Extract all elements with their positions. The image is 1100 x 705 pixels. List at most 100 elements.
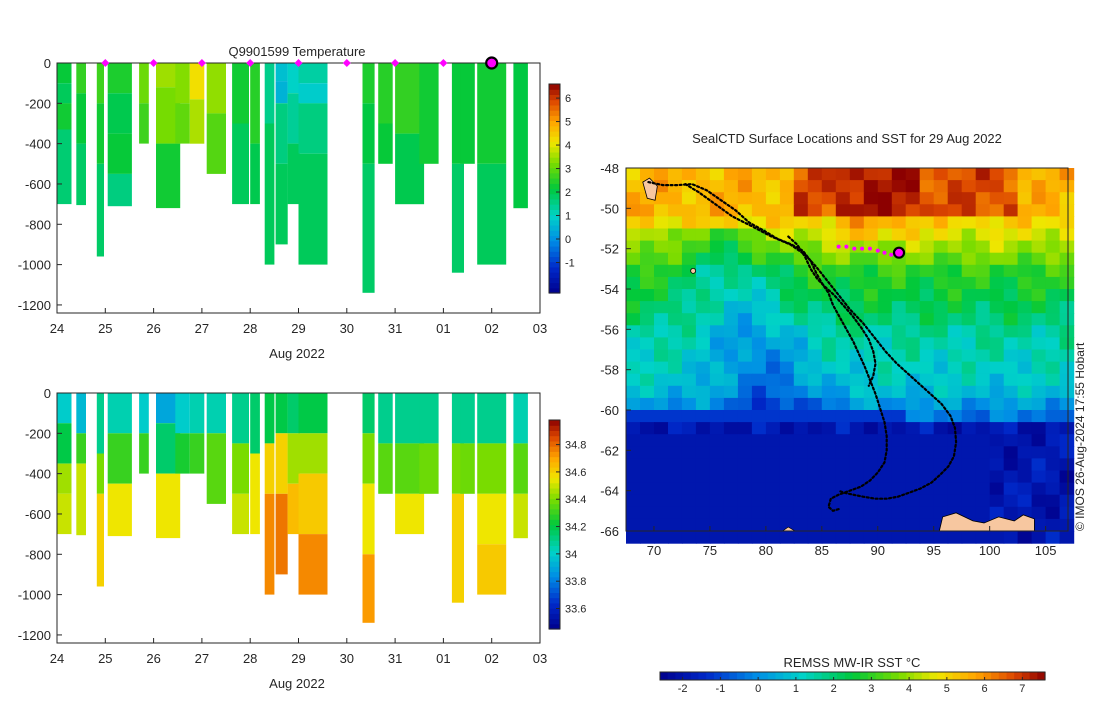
profile-cell bbox=[287, 393, 300, 434]
colorbar-segment bbox=[549, 146, 560, 153]
profile-cell bbox=[378, 123, 393, 164]
sst-cell bbox=[751, 482, 767, 496]
sst-cell bbox=[779, 531, 795, 544]
sst-cell bbox=[849, 470, 865, 484]
sst-cell bbox=[640, 204, 655, 217]
colorbar-segment bbox=[549, 266, 560, 273]
colorbar-segment bbox=[549, 618, 560, 625]
sst-cell bbox=[1045, 252, 1061, 266]
sst-cell bbox=[989, 301, 1005, 314]
sst-cell bbox=[723, 385, 739, 399]
colorbar-segment bbox=[814, 672, 823, 680]
sst-cell bbox=[779, 252, 795, 266]
colorbar-segment bbox=[549, 240, 560, 247]
sst-cell bbox=[835, 337, 851, 351]
salinity-axes-box bbox=[56, 392, 541, 644]
sst-cell bbox=[989, 422, 1005, 435]
sst-cell bbox=[807, 458, 823, 472]
profile-cell bbox=[460, 63, 475, 164]
sst-cell bbox=[933, 385, 949, 399]
colorbar-segment bbox=[549, 183, 560, 190]
sst-cell bbox=[709, 446, 725, 459]
sst-cell bbox=[961, 385, 977, 399]
sst-cell bbox=[695, 240, 711, 254]
profile-cell bbox=[156, 473, 181, 539]
sst-cell bbox=[835, 276, 851, 290]
sst-cell bbox=[779, 204, 795, 217]
sst-cell bbox=[793, 518, 809, 532]
sst-cell bbox=[807, 168, 823, 181]
colorbar-segment bbox=[549, 440, 560, 447]
sst-cell bbox=[835, 168, 851, 181]
sst-cell bbox=[905, 337, 921, 351]
colorbar-segment bbox=[837, 672, 846, 680]
sst-cell bbox=[751, 422, 767, 435]
sst-cell bbox=[709, 518, 725, 532]
colorbar-frame bbox=[659, 671, 1046, 681]
recent-position-dot bbox=[852, 246, 857, 251]
sst-cell bbox=[975, 373, 991, 387]
lat-tick-label: -58 bbox=[600, 363, 619, 378]
sst-cell bbox=[821, 531, 837, 544]
sst-cell bbox=[821, 385, 837, 399]
sst-cell bbox=[1003, 373, 1019, 387]
sst-cell bbox=[877, 240, 893, 254]
sst-cell bbox=[751, 276, 767, 290]
sst-cell bbox=[821, 313, 837, 326]
sst-cell bbox=[961, 325, 977, 338]
sst-cell bbox=[668, 482, 683, 496]
sst-cell bbox=[961, 361, 977, 375]
x-tick-label: 03 bbox=[533, 651, 547, 666]
sst-cell bbox=[1017, 349, 1033, 363]
sst-cell bbox=[1059, 482, 1075, 496]
sst-cell bbox=[863, 446, 879, 459]
x-tick-label: 24 bbox=[50, 321, 64, 336]
profile-cell bbox=[57, 423, 72, 464]
y-tick-label: -600 bbox=[25, 507, 51, 522]
colorbar-segment bbox=[549, 587, 560, 593]
profile-cell bbox=[96, 453, 104, 494]
sst-cell bbox=[989, 325, 1005, 338]
colorbar-segment bbox=[875, 672, 884, 680]
sst-cell bbox=[626, 410, 641, 423]
sst-cell bbox=[821, 361, 837, 375]
sst-cell bbox=[919, 313, 935, 326]
sst-cell bbox=[668, 446, 683, 459]
sst-cell bbox=[961, 373, 977, 387]
sst-cell bbox=[626, 301, 641, 314]
temperature-colorbar: -1 0 1 2 3 4 5 6 bbox=[548, 83, 575, 294]
sst-cell bbox=[1045, 434, 1061, 447]
sst-cell bbox=[737, 301, 753, 314]
sst-cell bbox=[1017, 494, 1033, 508]
sst-cell bbox=[709, 240, 725, 254]
sst-cell bbox=[1059, 518, 1075, 532]
profile-cell bbox=[96, 493, 104, 587]
sst-cell bbox=[1059, 385, 1075, 399]
profile-cell bbox=[298, 393, 328, 434]
x-tick-label: 01 bbox=[436, 321, 450, 336]
sst-cell bbox=[723, 337, 739, 351]
colorbar-segment bbox=[549, 230, 560, 237]
sst-cell bbox=[793, 373, 809, 387]
sst-cell bbox=[877, 531, 893, 544]
profile-cell bbox=[189, 433, 205, 474]
sst-cell bbox=[681, 204, 697, 217]
y-tick-label: -800 bbox=[25, 547, 51, 562]
sst-cell bbox=[891, 470, 907, 484]
sst-cell bbox=[737, 446, 753, 459]
colorbar-segment bbox=[549, 508, 560, 515]
sst-cell bbox=[877, 361, 893, 375]
sst-cell bbox=[877, 482, 893, 496]
sst-cell bbox=[695, 204, 711, 217]
sst-cell bbox=[821, 397, 837, 411]
sst-cell bbox=[891, 301, 907, 314]
sst-cell bbox=[891, 228, 907, 242]
y-tick-label: 0 bbox=[44, 56, 51, 71]
sst-cell bbox=[709, 228, 725, 242]
y-tick-label: -1000 bbox=[18, 258, 51, 273]
sst-cell bbox=[807, 506, 823, 520]
sst-cell bbox=[1045, 506, 1061, 520]
sst-cell bbox=[961, 458, 977, 472]
sst-cell bbox=[737, 349, 753, 363]
profile-cell bbox=[57, 393, 72, 424]
